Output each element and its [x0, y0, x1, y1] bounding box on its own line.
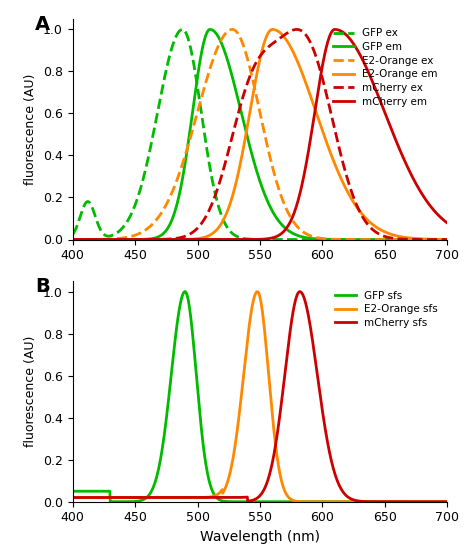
Y-axis label: fluorescence (AU): fluorescence (AU): [25, 336, 37, 447]
Text: A: A: [36, 15, 50, 34]
Legend: GFP ex, GFP em, E2-Orange ex, E2-Orange em, mCherry ex, mCherry em: GFP ex, GFP em, E2-Orange ex, E2-Orange …: [329, 24, 442, 111]
Y-axis label: fluorescence (AU): fluorescence (AU): [25, 74, 37, 185]
Text: B: B: [36, 277, 50, 296]
X-axis label: Wavelength (nm): Wavelength (nm): [200, 530, 320, 544]
Legend: GFP sfs, E2-Orange sfs, mCherry sfs: GFP sfs, E2-Orange sfs, mCherry sfs: [330, 286, 442, 332]
